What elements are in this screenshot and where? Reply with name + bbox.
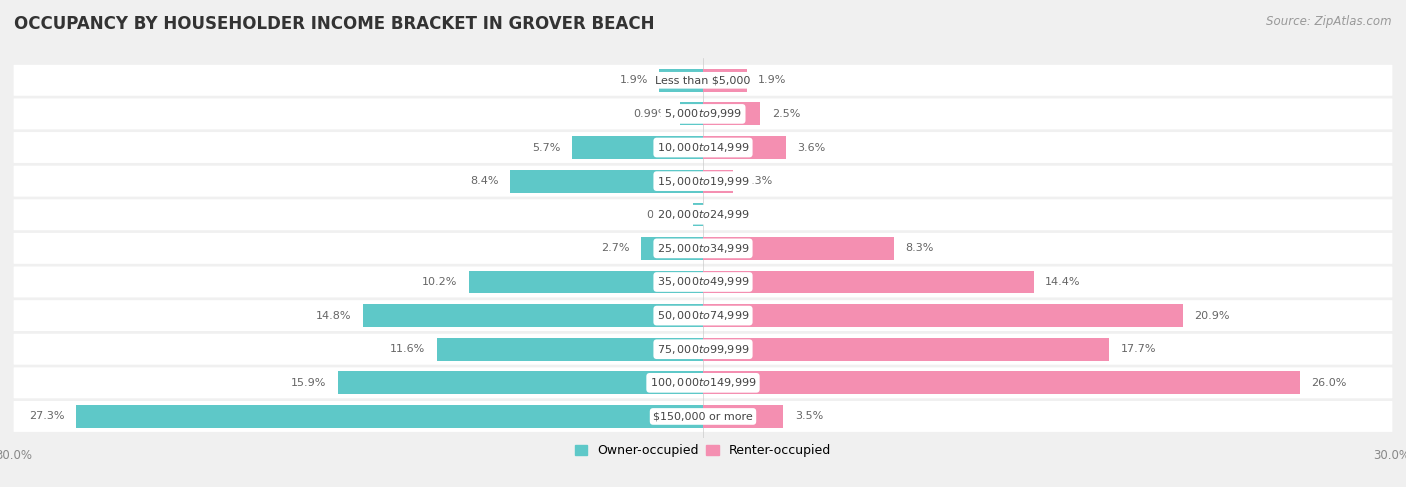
Bar (76, 405, 703, 428)
Text: $5,000 to $9,999: $5,000 to $9,999 (664, 108, 742, 120)
Text: 3.5%: 3.5% (794, 412, 823, 421)
Text: $20,000 to $24,999: $20,000 to $24,999 (657, 208, 749, 221)
Text: 20.9%: 20.9% (1195, 311, 1230, 320)
Text: 1.9%: 1.9% (758, 75, 786, 85)
Bar (659, 69, 703, 92)
Text: 8.3%: 8.3% (905, 244, 934, 253)
FancyBboxPatch shape (14, 233, 1392, 264)
Text: 2.7%: 2.7% (600, 244, 630, 253)
Text: 0.0%: 0.0% (714, 210, 742, 220)
Text: 17.7%: 17.7% (1121, 344, 1157, 354)
FancyBboxPatch shape (14, 334, 1392, 365)
FancyBboxPatch shape (14, 266, 1392, 298)
Bar (703, 372, 1301, 394)
Text: 10.2%: 10.2% (422, 277, 457, 287)
Bar (703, 405, 783, 428)
Text: $75,000 to $99,999: $75,000 to $99,999 (657, 343, 749, 356)
Text: $50,000 to $74,999: $50,000 to $74,999 (657, 309, 749, 322)
Bar (703, 304, 1182, 327)
Text: $150,000 or more: $150,000 or more (654, 412, 752, 421)
Bar (693, 204, 703, 226)
Bar (703, 69, 747, 92)
Bar (703, 169, 733, 192)
Text: 11.6%: 11.6% (389, 344, 425, 354)
FancyBboxPatch shape (14, 199, 1392, 230)
Bar (510, 169, 703, 192)
Text: $10,000 to $14,999: $10,000 to $14,999 (657, 141, 749, 154)
Bar (437, 338, 703, 361)
Text: 5.7%: 5.7% (533, 143, 561, 152)
Text: Source: ZipAtlas.com: Source: ZipAtlas.com (1267, 15, 1392, 28)
FancyBboxPatch shape (14, 300, 1392, 331)
Text: $25,000 to $34,999: $25,000 to $34,999 (657, 242, 749, 255)
Text: $100,000 to $149,999: $100,000 to $149,999 (650, 376, 756, 389)
Bar (337, 372, 703, 394)
Bar (703, 271, 1033, 293)
Bar (468, 271, 703, 293)
Bar (703, 338, 1109, 361)
Legend: Owner-occupied, Renter-occupied: Owner-occupied, Renter-occupied (569, 439, 837, 463)
Bar (641, 237, 703, 260)
Text: $15,000 to $19,999: $15,000 to $19,999 (657, 175, 749, 187)
Text: 15.9%: 15.9% (291, 378, 326, 388)
FancyBboxPatch shape (14, 98, 1392, 130)
Text: 0.99%: 0.99% (633, 109, 669, 119)
Bar (572, 136, 703, 159)
Text: $35,000 to $49,999: $35,000 to $49,999 (657, 276, 749, 288)
FancyBboxPatch shape (14, 166, 1392, 197)
Text: 14.8%: 14.8% (316, 311, 352, 320)
FancyBboxPatch shape (14, 132, 1392, 163)
Bar (363, 304, 703, 327)
Text: 14.4%: 14.4% (1045, 277, 1081, 287)
Bar (703, 136, 786, 159)
Bar (681, 102, 703, 125)
Text: OCCUPANCY BY HOUSEHOLDER INCOME BRACKET IN GROVER BEACH: OCCUPANCY BY HOUSEHOLDER INCOME BRACKET … (14, 15, 655, 33)
Text: 0.44%: 0.44% (645, 210, 682, 220)
Bar (703, 102, 761, 125)
Bar (703, 237, 894, 260)
Text: 2.5%: 2.5% (772, 109, 800, 119)
Text: 27.3%: 27.3% (30, 412, 65, 421)
Text: Less than $5,000: Less than $5,000 (655, 75, 751, 85)
Text: 3.6%: 3.6% (797, 143, 825, 152)
FancyBboxPatch shape (14, 401, 1392, 432)
FancyBboxPatch shape (14, 367, 1392, 398)
Text: 8.4%: 8.4% (470, 176, 499, 186)
Text: 1.9%: 1.9% (620, 75, 648, 85)
Text: 1.3%: 1.3% (744, 176, 772, 186)
FancyBboxPatch shape (14, 65, 1392, 96)
Text: 26.0%: 26.0% (1312, 378, 1347, 388)
